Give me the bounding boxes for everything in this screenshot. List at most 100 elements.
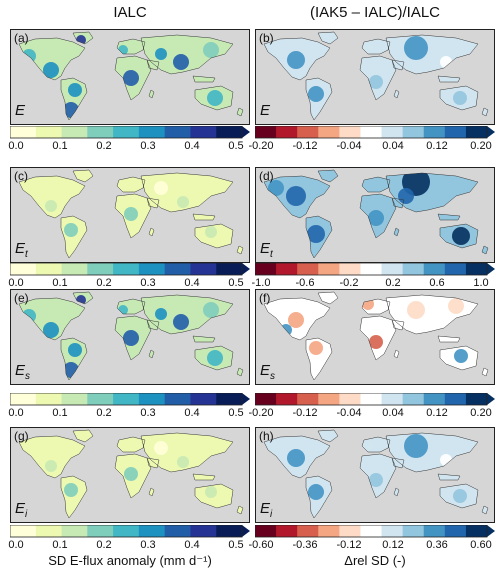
colorbar-segment (216, 263, 243, 275)
colorbar-extend-arrow (487, 126, 495, 138)
tick-label: -0.20 (248, 407, 274, 419)
coastline (359, 55, 397, 101)
colorbar-segment (339, 263, 361, 275)
panel-label: (d) (259, 169, 274, 183)
colorbar-segment (190, 525, 217, 537)
colorbar-segment (402, 126, 425, 138)
colorbar-extend-arrow (242, 263, 250, 275)
anomaly-region (207, 90, 223, 106)
colorbar-segment (444, 263, 467, 275)
coastline (305, 215, 333, 259)
coastline (437, 335, 461, 343)
variable-label: Ei (15, 500, 28, 520)
colorbar-segment (318, 126, 340, 138)
colorbar-segment (381, 393, 404, 405)
colorbar-extend-arrow (242, 525, 250, 537)
coastline (263, 175, 331, 219)
tick-label: 0.5 (228, 539, 244, 551)
anomaly-region (454, 349, 468, 363)
landmass-madagascar (149, 228, 154, 236)
colorbar-segment (164, 393, 191, 405)
colorbar-segment (10, 263, 37, 275)
tick-label: 0.3 (140, 277, 156, 289)
tick-label: 0.1 (52, 277, 68, 289)
anomaly-region (68, 83, 82, 97)
colorbar-gradient (10, 393, 250, 406)
coastline (114, 315, 152, 361)
landmass-namerica (19, 38, 85, 80)
colorbar-left: 0.0 0.1 0.2 0.3 0.4 0.5 (8, 126, 250, 152)
tick-label: -0.04 (336, 407, 362, 419)
colorbar-extend-arrow (487, 525, 495, 537)
tick-label: -0.36 (292, 539, 318, 551)
map-panel-g: (g) Ei (10, 427, 250, 523)
anomaly-region (203, 42, 219, 58)
anomaly-region (124, 467, 138, 481)
tick-label: -0.12 (292, 140, 318, 152)
anomaly-region (407, 301, 425, 319)
anomaly-region (154, 181, 168, 195)
anomaly-region (177, 196, 189, 208)
world-map (263, 429, 489, 519)
coastline (391, 59, 405, 71)
anomaly-region (307, 225, 325, 243)
world-map (18, 429, 244, 519)
landmass-namerica (19, 176, 85, 218)
colorbar-segment (339, 126, 361, 138)
tick-label: 0.4 (184, 140, 200, 152)
coastline (18, 435, 86, 479)
anomaly-region (453, 489, 467, 503)
map-panel-c: (c) Et (10, 167, 250, 263)
colorbar-segment (87, 126, 114, 138)
anomaly-region (22, 49, 36, 63)
coastline (361, 176, 391, 193)
colorbar-segment (444, 525, 467, 537)
colorbar-segment (402, 263, 425, 275)
anomaly-region (286, 186, 306, 206)
anomaly-region (154, 441, 168, 455)
tick-label: -0.04 (336, 140, 362, 152)
colorbar-border (10, 393, 243, 406)
colorbar-segment (381, 525, 404, 537)
anomaly-region (369, 75, 383, 89)
variable-label: E (260, 102, 271, 119)
colorbar-segment (444, 393, 467, 405)
coastline (18, 37, 86, 81)
coastline (140, 34, 234, 75)
anomaly-region (205, 226, 217, 238)
colorbar-ticks: 0.0 0.1 0.2 0.3 0.4 0.5 (8, 539, 250, 551)
colorbar-segment (339, 393, 361, 405)
tick-label: 0.4 (184, 407, 200, 419)
colorbar-segment (360, 126, 383, 138)
landmass-madagascar (394, 350, 399, 358)
coastline (391, 457, 405, 469)
anomaly-region (177, 456, 189, 468)
tick-label: 0.04 (382, 140, 404, 152)
colorbar-segment (10, 126, 37, 138)
colorbar-segment (138, 393, 166, 405)
coastline (439, 85, 479, 111)
anomaly-region (362, 298, 374, 310)
colorbar-segment (113, 126, 140, 138)
colorbar-segment (423, 126, 446, 138)
anomaly-region (22, 309, 36, 323)
coastline (148, 349, 155, 359)
colorbar-border (10, 126, 243, 139)
coastline (361, 38, 391, 55)
coastline (116, 298, 146, 315)
anomaly-region (369, 335, 383, 349)
colorbar-segment (61, 525, 88, 537)
coastline (305, 475, 333, 519)
coastline (481, 107, 489, 117)
colorbar-ticks: 0.0 0.1 0.2 0.3 0.4 0.5 (8, 277, 250, 289)
coastline (18, 297, 86, 341)
variable-label: Es (15, 362, 31, 382)
coastline (194, 345, 234, 371)
coastline (305, 77, 333, 121)
coastline (437, 75, 461, 83)
tick-label: 0.5 (228, 277, 244, 289)
tick-label: 0.12 (382, 539, 404, 551)
coastline (361, 436, 391, 453)
colorbar-segment (297, 263, 319, 275)
world-map (18, 31, 244, 121)
